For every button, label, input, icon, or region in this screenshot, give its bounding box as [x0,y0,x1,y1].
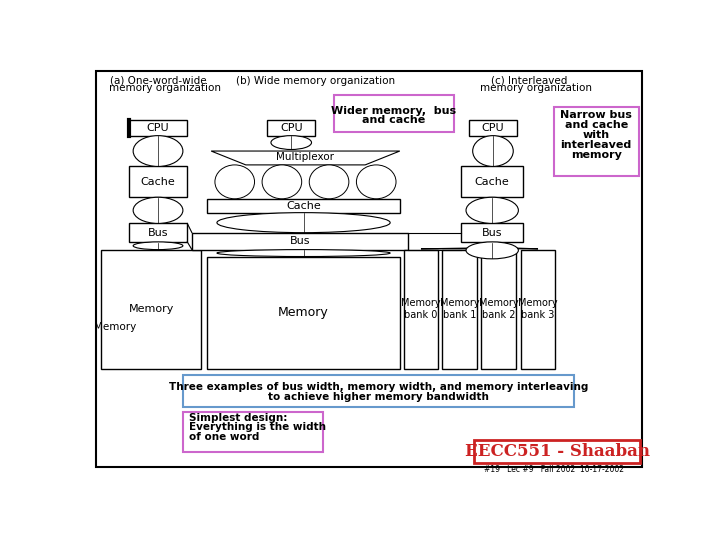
Bar [183,412,323,452]
Text: Memory: Memory [278,306,329,319]
Text: interleaved: interleaved [561,140,631,150]
Bar [101,249,201,369]
Bar [129,224,187,242]
Text: Memory: Memory [128,304,174,314]
Text: to achieve higher memory bandwidth: to achieve higher memory bandwidth [268,392,489,402]
Ellipse shape [466,242,518,259]
Text: Cache: Cache [286,201,321,211]
Ellipse shape [310,165,349,199]
Ellipse shape [466,197,518,224]
Text: Memory
bank 2: Memory bank 2 [479,299,518,320]
Text: with: with [582,130,610,140]
Text: (c) Interleaved: (c) Interleaved [491,76,567,85]
Text: Bus: Bus [482,228,503,238]
Bar [521,249,555,369]
Text: Simplest design:: Simplest design: [189,413,287,423]
Bar [554,107,639,177]
Text: Multiplexor: Multiplexor [276,152,335,162]
Bar [207,256,400,369]
Bar [462,224,523,242]
Bar [442,249,477,369]
Text: #19   Lec #9   Fall 2002  10-17-2002: #19 Lec #9 Fall 2002 10-17-2002 [484,465,624,474]
Text: and cache: and cache [564,120,628,130]
Text: Cache: Cache [474,177,510,187]
Ellipse shape [217,213,390,233]
Ellipse shape [133,242,183,249]
Bar [192,233,408,249]
Text: Three examples of bus width, memory width, and memory interleaving: Three examples of bus width, memory widt… [168,382,588,392]
Bar [129,120,187,136]
Bar [404,249,438,369]
Ellipse shape [133,136,183,166]
Text: EECC551 - Shaaban: EECC551 - Shaaban [465,443,649,460]
Ellipse shape [473,136,513,166]
Bar [267,120,315,136]
Polygon shape [421,248,538,249]
Text: CPU: CPU [280,123,302,133]
Text: Narrow bus: Narrow bus [560,110,632,120]
Text: Memory: Memory [94,322,136,332]
Polygon shape [211,151,400,165]
Ellipse shape [356,165,396,199]
Text: Memory
bank 1: Memory bank 1 [440,299,480,320]
Ellipse shape [217,249,390,256]
Bar [183,375,574,408]
Bar [482,249,516,369]
Text: memory: memory [571,150,621,160]
Text: Cache: Cache [140,177,176,187]
Bar [334,95,454,132]
Text: CPU: CPU [482,123,504,133]
Text: memory organization: memory organization [467,83,592,92]
Text: of one word: of one word [189,431,259,442]
Text: memory organization: memory organization [96,83,221,92]
Ellipse shape [271,136,312,150]
Text: CPU: CPU [147,123,169,133]
Bar [207,199,400,213]
Text: (a) One-word-wide: (a) One-word-wide [110,76,207,85]
Bar [469,120,517,136]
Ellipse shape [215,165,255,199]
Text: Memory
bank 3: Memory bank 3 [518,299,558,320]
Ellipse shape [133,197,183,224]
Text: Bus: Bus [289,236,310,246]
Text: (b) Wide memory organization: (b) Wide memory organization [235,76,395,85]
Bar [129,166,187,197]
Bar [474,440,640,463]
Text: and cache: and cache [362,115,426,125]
Ellipse shape [262,165,302,199]
Text: Everything is the width: Everything is the width [189,422,326,433]
Bar [462,166,523,197]
Text: Memory
bank 0: Memory bank 0 [401,299,441,320]
Text: Bus: Bus [148,228,168,238]
Text: Wider memory,  bus: Wider memory, bus [331,106,456,116]
